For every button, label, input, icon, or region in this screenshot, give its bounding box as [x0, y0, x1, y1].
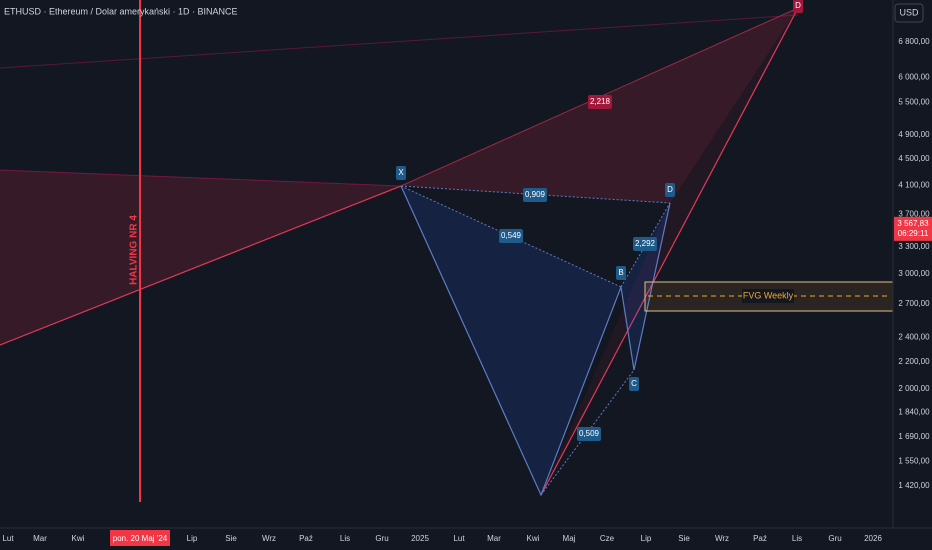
symbol-header: ETHUSD · Ethereum / Dolar amerykański · … — [4, 6, 238, 16]
price-tick-label: 1 690,00 — [898, 432, 930, 441]
time-tick-label: 2026 — [864, 534, 882, 543]
time-tick-label: Kwi — [72, 534, 85, 543]
halving-label: HALVING NR 4 — [129, 215, 140, 285]
currency-button[interactable] — [894, 3, 924, 23]
time-tick-label: 2025 — [411, 534, 429, 543]
time-tick-label: Mar — [487, 534, 501, 543]
price-tick-label: 4 900,00 — [898, 130, 930, 139]
price-tick-label: 1 840,00 — [898, 408, 930, 417]
time-tick-label: Maj — [563, 534, 576, 543]
time-tick-label: Sie — [678, 534, 690, 543]
time-tick-label: Lis — [792, 534, 802, 543]
pattern-tag — [616, 266, 626, 280]
time-tick-label: Paź — [753, 534, 767, 543]
pattern-tag — [665, 183, 675, 197]
price-tick-label: 4 100,00 — [898, 181, 930, 190]
pattern-tag — [588, 95, 612, 109]
pattern-tag — [499, 229, 523, 243]
last-price-tag — [894, 216, 932, 241]
pattern-tag — [396, 166, 406, 180]
time-tick-label: Lip — [641, 534, 652, 543]
time-tick-label: Paź — [299, 534, 313, 543]
fvg-label-bg — [742, 289, 794, 303]
harmonic-line — [400, 185, 671, 204]
price-tick-label: 3 000,00 — [898, 269, 930, 278]
pattern-tag — [633, 237, 657, 251]
time-tick-label: Kwi — [527, 534, 540, 543]
harmonic-fill — [401, 186, 621, 495]
price-tick-label: 5 500,00 — [898, 97, 930, 106]
pattern-tag-label: 0,909 — [525, 190, 546, 199]
time-tick-label: Lip — [187, 534, 198, 543]
time-tick-label: Wrz — [715, 534, 729, 543]
pattern-tag-label: 2,218 — [590, 97, 611, 106]
time-tick-label: pon. 20 Maj '24 — [113, 534, 168, 543]
time-tick-label: Lut — [453, 534, 465, 543]
price-tick-label: 6 000,00 — [898, 73, 930, 82]
time-tick-label: Lut — [2, 534, 14, 543]
pattern-tag — [629, 377, 639, 391]
price-tick-label: 6 800,00 — [898, 37, 930, 46]
time-tick-label: Lis — [340, 534, 350, 543]
price-tick-label: 2 000,00 — [898, 384, 930, 393]
currency-button-label[interactable]: USD — [899, 7, 919, 17]
time-tick-label: Wrz — [262, 534, 276, 543]
last-price-label: 3 567,83 — [897, 219, 929, 228]
pattern-tag — [523, 188, 547, 202]
pattern-tag-label: B — [618, 268, 623, 277]
pattern-tag — [793, 0, 803, 13]
price-tick-label: 2 200,00 — [898, 357, 930, 366]
pattern-tag-label: 0,549 — [501, 231, 522, 240]
pattern-tag-label: C — [631, 379, 637, 388]
time-tick-label: Gru — [375, 534, 388, 543]
price-tick-label: 2 400,00 — [898, 332, 930, 341]
price-tick-label: 4 500,00 — [898, 154, 930, 163]
pattern-tag-label: D — [667, 185, 673, 194]
time-tick-label: Cze — [600, 534, 615, 543]
pattern-tag-label: 2,292 — [635, 239, 656, 248]
pattern-tag-label: D — [795, 1, 801, 10]
pattern-tag — [577, 427, 601, 441]
date-highlight — [110, 530, 170, 546]
time-tick-label: Sie — [225, 534, 237, 543]
price-tick-label: 1 420,00 — [898, 481, 930, 490]
pattern-fill — [0, 170, 401, 345]
price-tick-label: 3 700,00 — [898, 210, 930, 219]
pattern-tag-label: 0,509 — [579, 429, 600, 438]
pattern-line — [540, 7, 799, 496]
price-tick-label: 1 550,00 — [898, 456, 930, 465]
fvg-label: FVG Weekly — [743, 290, 794, 300]
time-tick-label: Gru — [828, 534, 841, 543]
countdown: 06:29:11 — [898, 229, 929, 238]
pattern-tag-label: X — [398, 168, 404, 177]
pattern-line — [0, 14, 799, 69]
pattern-line — [0, 185, 402, 346]
time-tick-label: Mar — [33, 534, 47, 543]
pattern-line — [0, 169, 402, 187]
price-tick-label: 2 700,00 — [898, 299, 930, 308]
price-tick-label: 3 300,00 — [898, 242, 930, 251]
